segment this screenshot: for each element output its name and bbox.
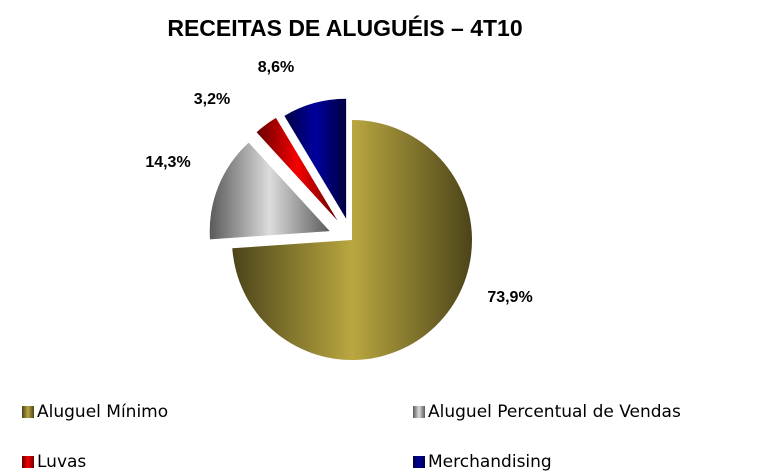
legend-swatch <box>22 406 34 418</box>
data-label: 14,3% <box>145 154 190 171</box>
legend-label: Merchandising <box>428 452 552 472</box>
pie-slice <box>256 117 338 221</box>
legend-label: Aluguel Mínimo <box>37 402 168 422</box>
pie-slice <box>232 120 472 360</box>
legend-swatch <box>413 406 425 418</box>
legend-label: Aluguel Percentual de Vendas <box>428 402 681 422</box>
chart-title: RECEITAS DE ALUGUÉIS – 4T10 <box>167 14 522 41</box>
pie-slice <box>209 142 330 240</box>
legend-swatch <box>413 456 425 468</box>
data-label: 3,2% <box>194 91 230 108</box>
data-label: 8,6% <box>258 59 294 76</box>
pie-slice <box>284 98 347 219</box>
legend-label: Luvas <box>37 452 86 472</box>
legend-swatch <box>22 456 34 468</box>
data-label: 73,9% <box>487 289 532 306</box>
